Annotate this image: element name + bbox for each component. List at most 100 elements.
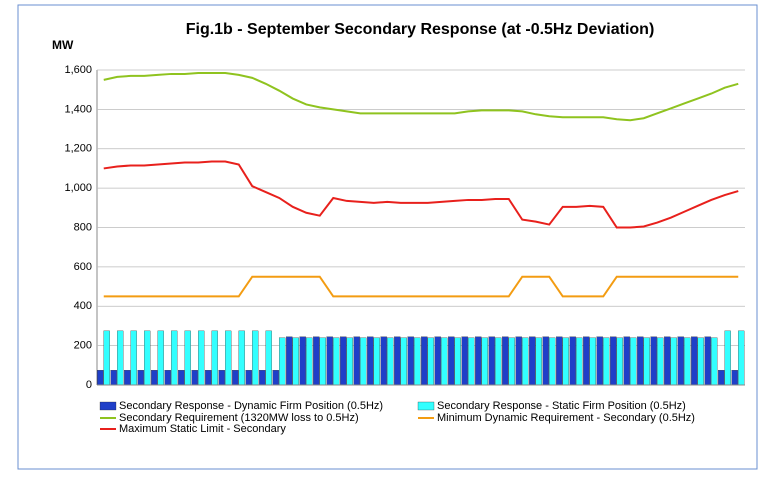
- y-tick-label: 200: [74, 340, 92, 352]
- bar: [97, 370, 104, 386]
- bar: [468, 337, 475, 386]
- bar: [495, 337, 502, 386]
- bar: [569, 336, 576, 386]
- bar: [711, 337, 718, 386]
- bar: [461, 336, 468, 386]
- bar: [319, 337, 326, 386]
- line: [103, 71, 739, 122]
- bar: [333, 337, 340, 386]
- bar: [691, 336, 698, 386]
- bar: [441, 337, 448, 386]
- bar: [171, 330, 178, 386]
- bar: [502, 336, 509, 386]
- bar: [252, 330, 259, 386]
- bar: [144, 330, 151, 386]
- bar: [313, 336, 320, 386]
- bar: [191, 370, 198, 386]
- bar: [238, 330, 245, 386]
- chart-title: Fig.1b - September Secondary Response (a…: [186, 21, 655, 38]
- bar: [481, 337, 488, 386]
- bar: [475, 336, 482, 386]
- line: [103, 275, 739, 298]
- bar: [576, 337, 583, 386]
- bar: [454, 337, 461, 386]
- bar: [562, 337, 569, 386]
- bar: [373, 337, 380, 386]
- bar: [164, 370, 171, 386]
- bar: [272, 370, 279, 386]
- bar: [650, 336, 657, 386]
- bar: [265, 330, 272, 386]
- legend-key: [417, 401, 435, 411]
- bar: [151, 370, 158, 386]
- line: [103, 160, 739, 229]
- bar: [637, 336, 644, 386]
- bar: [259, 370, 266, 386]
- y-tick-label: 800: [74, 221, 92, 233]
- bar: [286, 336, 293, 386]
- bar: [657, 337, 664, 386]
- bar: [684, 337, 691, 386]
- bar: [380, 336, 387, 386]
- bar: [198, 330, 205, 386]
- bar: [535, 337, 542, 386]
- y-tick-label: 1,600: [64, 64, 92, 76]
- bar: [211, 330, 218, 386]
- bar: [178, 370, 185, 386]
- bar: [670, 337, 677, 386]
- bar: [488, 336, 495, 386]
- bar: [522, 337, 529, 386]
- bar: [346, 337, 353, 386]
- bar: [731, 370, 738, 386]
- bar: [353, 336, 360, 386]
- bar: [414, 337, 421, 386]
- bar: [589, 337, 596, 386]
- bar: [421, 336, 428, 386]
- y-tick-label: 1,000: [64, 182, 92, 194]
- bar: [664, 336, 671, 386]
- bar: [360, 337, 367, 386]
- bar: [427, 337, 434, 386]
- chart-border: [17, 4, 758, 470]
- bar: [137, 370, 144, 386]
- legend-label: Secondary Response - Dynamic Firm Positi…: [119, 400, 383, 412]
- bar: [306, 337, 313, 386]
- bar: [184, 330, 191, 386]
- bar: [704, 336, 711, 386]
- y-tick-label: 1,400: [64, 103, 92, 115]
- y-axis-label: MW: [52, 38, 74, 52]
- bar: [596, 336, 603, 386]
- bar: [407, 336, 414, 386]
- bar: [630, 337, 637, 386]
- bar: [400, 337, 407, 386]
- bar: [340, 336, 347, 386]
- bar: [232, 370, 239, 386]
- bar: [549, 337, 556, 386]
- bar: [718, 370, 725, 386]
- bar: [299, 336, 306, 386]
- bar: [529, 336, 536, 386]
- bar: [103, 330, 110, 386]
- bar: [738, 330, 745, 386]
- bar: [124, 370, 131, 386]
- bar: [616, 337, 623, 386]
- bar: [515, 336, 522, 386]
- bar: [326, 336, 333, 386]
- bar: [387, 337, 394, 386]
- legend-key: [99, 401, 117, 411]
- bar: [279, 337, 286, 386]
- bar: [157, 330, 164, 386]
- bar: [205, 370, 212, 386]
- y-tick-label: 600: [74, 261, 92, 273]
- bar: [623, 336, 630, 386]
- bar: [394, 336, 401, 386]
- bar: [225, 330, 232, 386]
- legend-label: Minimum Dynamic Requirement - Secondary …: [437, 412, 695, 424]
- legend-label: Secondary Response - Static Firm Positio…: [437, 400, 686, 412]
- bar: [603, 337, 610, 386]
- bar: [556, 336, 563, 386]
- bar: [434, 336, 441, 386]
- legend-label: Secondary Requirement (1320MW loss to 0.…: [119, 412, 359, 424]
- legend-label: Maximum Static Limit - Secondary: [119, 423, 286, 435]
